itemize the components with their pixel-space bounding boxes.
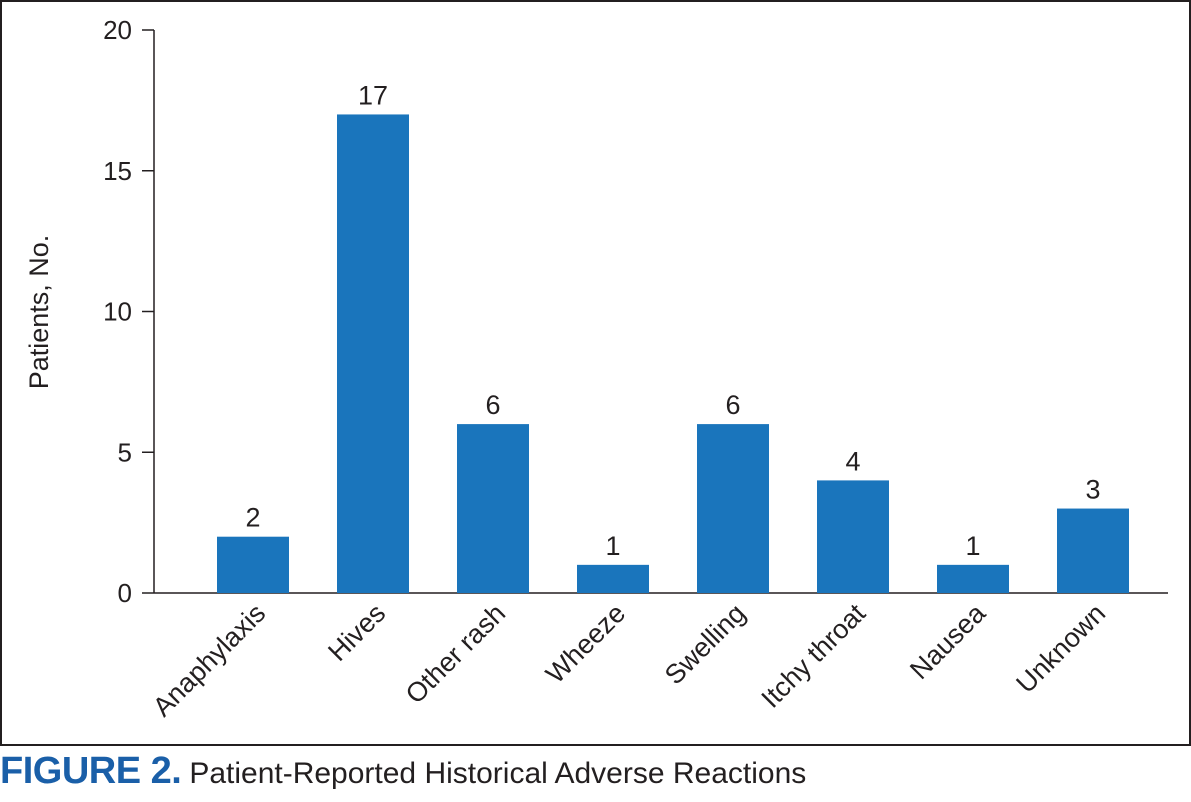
figure-caption: FIGURE 2. Patient-Reported Historical Adv… <box>0 748 806 794</box>
x-tick-label: Hives <box>322 598 391 667</box>
bar-nausea <box>937 564 1009 593</box>
figure-number: FIGURE 2. <box>0 750 182 792</box>
data-label: 1 <box>965 531 980 561</box>
y-axis: 0 5 10 15 20 <box>103 15 155 608</box>
bar-other-rash <box>457 424 529 593</box>
x-tick-label: Anaphylaxis <box>147 598 271 722</box>
chart-frame: 0 5 10 15 20 2 17 6 1 6 4 1 3 Anaphylaxis Hives Other… <box>0 0 1191 746</box>
bar-unknown <box>1057 508 1129 593</box>
x-tick-label: Unknown <box>1010 598 1111 699</box>
data-label: 17 <box>358 80 388 110</box>
bar-itchy-throat <box>817 480 889 593</box>
value-labels: 2 17 6 1 6 4 1 3 <box>245 80 1100 560</box>
y-tick-label: 20 <box>103 15 132 45</box>
data-label: 3 <box>1085 475 1100 505</box>
y-axis-title: Patients, No. <box>24 235 54 390</box>
y-tick-label: 10 <box>103 297 132 327</box>
category-labels: Anaphylaxis Hives Other rash Wheeze Swelling… <box>147 597 1111 722</box>
x-tick-label: Nausea <box>904 597 992 685</box>
figure-title: Patient-Reported Historical Adverse Reac… <box>189 757 807 790</box>
data-label: 4 <box>845 446 860 476</box>
x-tick-label: Other rash <box>400 598 511 709</box>
data-label: 2 <box>245 503 260 533</box>
y-tick-label: 0 <box>118 578 132 608</box>
x-tick-label: Itchy throat <box>756 598 872 714</box>
bar-wheeze <box>577 564 649 593</box>
bar-hives <box>337 114 409 593</box>
bar-swelling <box>697 424 769 593</box>
y-tick-label: 15 <box>103 156 132 186</box>
bar-chart: 0 5 10 15 20 2 17 6 1 6 4 1 3 Anaphylaxis Hives Other… <box>24 15 1168 722</box>
bars <box>217 114 1129 593</box>
x-tick-label: Wheeze <box>540 598 631 689</box>
data-label: 6 <box>725 390 740 420</box>
x-tick-label: Swelling <box>659 598 751 690</box>
y-tick-label: 5 <box>118 437 132 467</box>
data-label: 6 <box>485 390 500 420</box>
bar-anaphylaxis <box>217 536 289 593</box>
data-label: 1 <box>605 531 620 561</box>
